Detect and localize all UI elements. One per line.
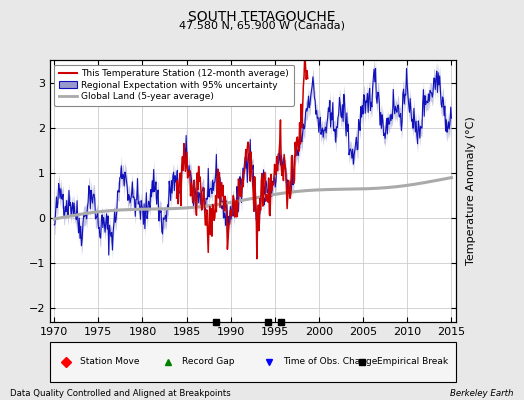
Text: Station Move: Station Move: [80, 358, 140, 366]
FancyBboxPatch shape: [50, 342, 456, 382]
Text: Berkeley Earth: Berkeley Earth: [450, 389, 514, 398]
Text: SOUTH TETAGOUCHE: SOUTH TETAGOUCHE: [188, 10, 336, 24]
Y-axis label: Temperature Anomaly (°C): Temperature Anomaly (°C): [466, 117, 476, 265]
Text: Time of Obs. Change: Time of Obs. Change: [283, 358, 378, 366]
Legend: This Temperature Station (12-month average), Regional Expectation with 95% uncer: This Temperature Station (12-month avera…: [54, 64, 293, 106]
Text: Record Gap: Record Gap: [182, 358, 234, 366]
Text: Data Quality Controlled and Aligned at Breakpoints: Data Quality Controlled and Aligned at B…: [10, 389, 231, 398]
Text: 47.580 N, 65.900 W (Canada): 47.580 N, 65.900 W (Canada): [179, 20, 345, 30]
Text: Empirical Break: Empirical Break: [377, 358, 448, 366]
